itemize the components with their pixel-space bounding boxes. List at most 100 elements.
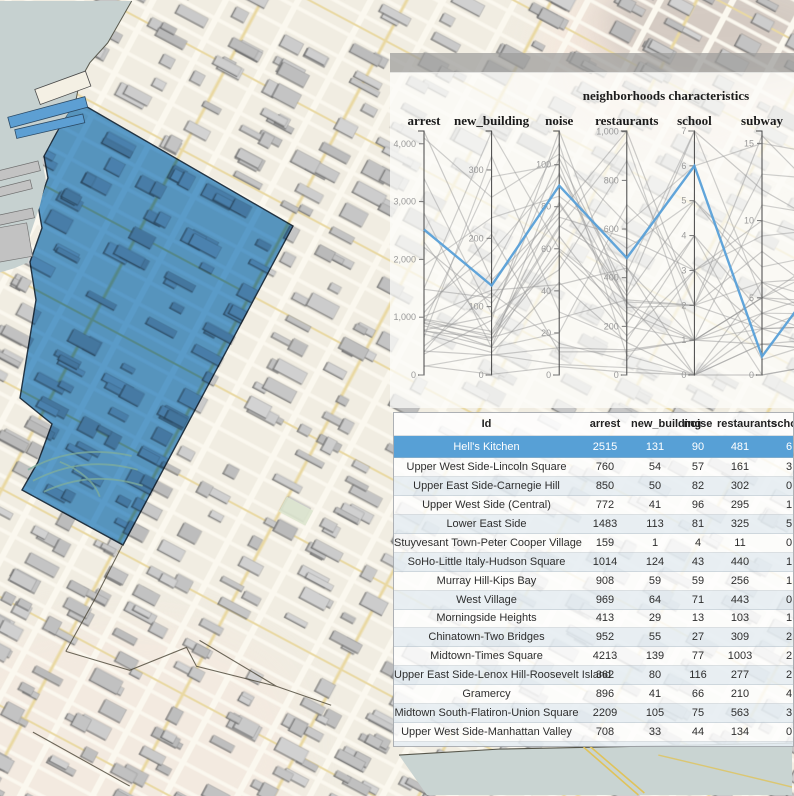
cell-restaurants: 443 [730,593,750,606]
cell-restaurants: 103 [730,612,750,625]
column-header-school[interactable]: school [771,418,793,430]
neighborhood-name: Stuyvesant Town-Peter Cooper Village [394,536,582,549]
cell-arrest: 850 [595,479,615,492]
cell-restaurants: 325 [730,517,750,530]
cell-arrest: 1483 [592,517,618,530]
cell-noise: 116 [689,669,707,682]
axis-tick-label: 200 [469,233,484,243]
table-row-upper-east-side-carnegie-hill[interactable]: Upper East Side-Carnegie Hill 850 50 82 302 0 [394,476,793,496]
table-row-morningside-heights[interactable]: Morningside Heights 413 29 13 103 1 [394,609,793,629]
cell-school: 2 [785,650,793,663]
neighborhood-name: Upper West Side (Central) [422,498,551,511]
cell-new_building: 131 [645,440,665,453]
cell-restaurants: 340 [717,745,763,746]
cell-school: 0 [785,593,793,606]
axis-label-restaurants: restaurants [595,113,658,128]
hudson-river-water [0,1,132,273]
cell-restaurants: 563 [730,707,750,720]
axis-label-new_building: new_building [454,113,530,128]
cell-arrest: 760 [595,460,615,473]
table-row-upper-west-side-central-[interactable]: Upper West Side (Central) 772 41 96 295 1 [394,495,793,515]
table-row-upper-west-side-lincoln-square[interactable]: Upper West Side-Lincoln Square 760 54 57 161… [394,458,793,477]
table-row-midtown-times-square[interactable]: Midtown-Times Square 4213 139 77 1003 2 [394,647,793,667]
neighborhood-name: Morningside Heights [436,612,537,625]
table-row-gramercy[interactable]: Gramercy 896 41 66 210 4 [394,685,793,705]
table-row-financial-district-battery-park-city[interactable]: Financial District-Battery Park City7788… [394,742,793,746]
cell-restaurants: 295 [730,498,750,511]
cell-new_building: 1 [651,536,659,549]
axis-tick-label: 0 [749,370,754,380]
neighborhood-name: Upper East Side-Carnegie Hill [413,479,560,492]
neighborhood-name: SoHo-Little Italy-Hudson Square [407,555,566,568]
neighborhood-name: Midtown South-Flatiron-Union Square [394,707,579,720]
cell-new_building: 29 [648,612,662,625]
column-header-arrest[interactable]: arrest [589,418,621,430]
table-row-upper-west-side-manhattan-valley[interactable]: Upper West Side-Manhattan Valley 708 33 44 1… [394,723,793,743]
table-row-murray-hill-kips-bay[interactable]: Murray Hill-Kips Bay 908 59 59 256 1 [394,571,793,591]
table-row-chinatown-two-bridges[interactable]: Chinatown-Two Bridges 952 55 27 309 2 [394,628,793,648]
axis-tick-label: 100 [469,302,484,312]
cell-restaurants: 134 [730,726,750,739]
cell-arrest: 778 [579,745,631,746]
cell-school: 0 [785,536,793,549]
cell-noise: 59 [691,574,705,587]
table-row-stuyvesant-town-peter-cooper-village[interactable]: Stuyvesant Town-Peter Cooper Village 159 1… [394,533,793,553]
neighborhood-name: West Village [456,593,517,606]
cell-new_building: 113 [646,517,664,530]
axis-tick-label: 0 [411,370,416,380]
water-routes-yellow [583,744,793,796]
cell-school: 3 [785,460,793,473]
column-header-restaurants[interactable]: restaurants [717,418,777,430]
column-header-Id[interactable]: Id [481,418,492,430]
cell-arrest: 969 [595,593,615,606]
axis-tick-label: 4,000 [393,139,416,149]
cell-arrest: 413 [595,612,615,625]
cell-new_building: 86 [631,745,679,746]
axis-tick-label: 3 [681,265,686,275]
cell-school: 0 [785,479,793,492]
neighborhood-name: Hell's Kitchen [453,440,520,453]
cell-noise: 96 [691,498,705,511]
cell-noise: 75 [691,707,705,720]
axis-noise [553,130,560,376]
cell-restaurants: 256 [730,574,750,587]
cell-school: 1 [785,612,793,625]
hells-kitchen-polygon[interactable] [19,99,294,546]
cell-school: 2 [785,669,793,682]
cell-arrest: 908 [595,574,615,587]
chart-title: neighborhoods characteristics [582,88,750,103]
table-row-soho-little-italy-hudson-square[interactable]: SoHo-Little Italy-Hudson Square 1014 124 43… [394,552,793,572]
cell-new_building: 54 [648,460,662,473]
cell-arrest: 4213 [592,650,618,663]
cell-restaurants: 481 [730,440,750,453]
cell-new_building: 80 [648,669,662,682]
cell-restaurants: 302 [730,479,750,492]
cell-school: 5 [785,517,793,530]
axis-tick-label: 800 [604,175,619,185]
cell-school: 1 [785,574,793,587]
table-row-hell-s-kitchen[interactable]: Hell's Kitchen 2515 131 90 481 6 [394,436,793,458]
parallel-coordinates-chart[interactable]: neighborhoods characteristics 0 1,000 2,00… [390,72,794,408]
tunnel-ramps [27,451,143,498]
table-row-upper-east-side-lenox-hill-roosevelt-island[interactable]: Upper East Side-Lenox Hill-Roosevelt Isl… [394,666,793,686]
cell-arrest: 952 [595,631,615,644]
column-header-new_building[interactable]: new_building [631,418,702,430]
parallel-coordinates-svg[interactable]: 01,0002,0003,0004,000arrest0100200300new… [390,72,794,408]
cell-noise: 66 [691,688,705,701]
highlighted-series-line[interactable] [423,163,794,360]
axis-tick-label: 300 [469,165,484,175]
cell-restaurants: 277 [730,669,750,682]
axis-tick-label: 60 [541,244,551,254]
column-header-noise[interactable]: noise [683,418,713,430]
axis-tick-label: 0 [479,370,484,380]
pier-blue [7,96,89,129]
table-row-lower-east-side[interactable]: Lower East Side 1483 113 81 325 5 [394,514,793,534]
cell-school: 4 [785,688,793,701]
table-row-midtown-south-flatiron-union-square[interactable]: Midtown South-Flatiron-Union Square 2209 1… [394,704,793,724]
panel-titlebar[interactable] [390,53,794,73]
table-row-west-village[interactable]: West Village 969 64 71 443 0 [394,590,793,610]
axis-arrest [418,130,425,376]
